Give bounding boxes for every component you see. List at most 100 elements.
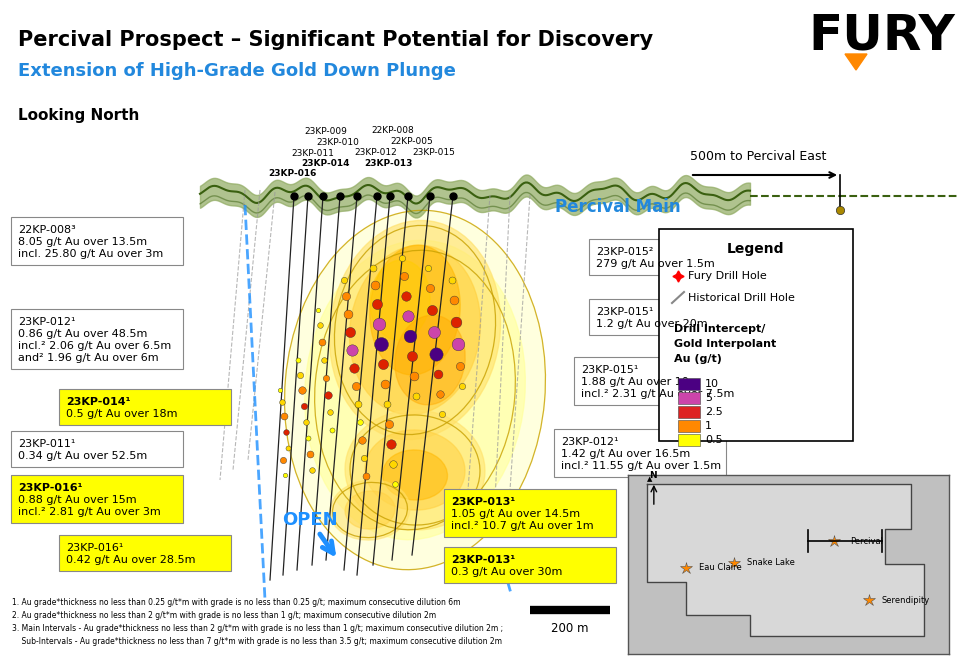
Text: 23KP-012¹: 23KP-012¹ bbox=[561, 437, 619, 447]
Ellipse shape bbox=[345, 491, 395, 529]
FancyBboxPatch shape bbox=[574, 357, 746, 405]
Text: 23KP-013¹: 23KP-013¹ bbox=[451, 497, 515, 507]
FancyBboxPatch shape bbox=[11, 431, 183, 467]
Text: incl.² 2.06 g/t Au over 6.5m: incl.² 2.06 g/t Au over 6.5m bbox=[18, 341, 172, 351]
FancyBboxPatch shape bbox=[589, 239, 761, 275]
Text: 0.34 g/t Au over 52.5m: 0.34 g/t Au over 52.5m bbox=[18, 451, 148, 461]
Text: 8.05 g/t Au over 13.5m: 8.05 g/t Au over 13.5m bbox=[18, 237, 147, 247]
Text: 23KP-012: 23KP-012 bbox=[355, 148, 397, 157]
Bar bbox=[678, 406, 700, 418]
Text: 23KP-013: 23KP-013 bbox=[363, 159, 412, 168]
Text: FURY: FURY bbox=[808, 12, 955, 60]
Text: 0.5 g/t Au over 18m: 0.5 g/t Au over 18m bbox=[66, 409, 177, 419]
FancyBboxPatch shape bbox=[554, 429, 726, 477]
Text: 23KP-011¹: 23KP-011¹ bbox=[18, 439, 76, 449]
Text: 1. Au grade*thickness no less than 0.25 g/t*m with grade is no less than 0.25 g/: 1. Au grade*thickness no less than 0.25 … bbox=[12, 598, 460, 607]
FancyBboxPatch shape bbox=[659, 229, 853, 441]
Bar bbox=[678, 392, 700, 404]
Ellipse shape bbox=[330, 220, 501, 440]
Text: OPEN: OPEN bbox=[282, 511, 338, 553]
FancyBboxPatch shape bbox=[444, 489, 616, 537]
Text: 23KP-010: 23KP-010 bbox=[316, 138, 360, 147]
Text: 23KP-016¹: 23KP-016¹ bbox=[66, 542, 124, 553]
Bar bbox=[678, 434, 700, 446]
Text: 23KP-014: 23KP-014 bbox=[302, 159, 350, 168]
Ellipse shape bbox=[330, 480, 409, 540]
FancyBboxPatch shape bbox=[11, 475, 183, 523]
FancyBboxPatch shape bbox=[59, 389, 231, 425]
Text: 22KP-008: 22KP-008 bbox=[372, 126, 414, 135]
Text: Drill Intercept/: Drill Intercept/ bbox=[674, 324, 765, 334]
Ellipse shape bbox=[285, 210, 546, 570]
Text: 1.2 g/t Au over 20m: 1.2 g/t Au over 20m bbox=[596, 319, 708, 329]
Ellipse shape bbox=[395, 315, 465, 405]
Text: N: N bbox=[649, 471, 657, 480]
Text: 1.88 g/t Au over 10m: 1.88 g/t Au over 10m bbox=[581, 376, 700, 387]
Text: 23KP-013¹: 23KP-013¹ bbox=[451, 555, 515, 565]
FancyBboxPatch shape bbox=[589, 299, 761, 335]
FancyBboxPatch shape bbox=[59, 535, 231, 571]
Text: 10: 10 bbox=[705, 379, 719, 389]
Text: 1.42 g/t Au over 16.5m: 1.42 g/t Au over 16.5m bbox=[561, 449, 690, 459]
Text: Percival Prospect – Significant Potential for Discovery: Percival Prospect – Significant Potentia… bbox=[18, 30, 653, 50]
Text: 1: 1 bbox=[705, 421, 712, 431]
Text: incl.² 10.7 g/t Au over 1m: incl.² 10.7 g/t Au over 1m bbox=[451, 521, 594, 531]
Text: ▲: ▲ bbox=[646, 476, 652, 482]
Text: 23KP-015¹: 23KP-015¹ bbox=[596, 307, 653, 317]
Ellipse shape bbox=[345, 410, 485, 530]
Text: 1.05 g/t Au over 14.5m: 1.05 g/t Au over 14.5m bbox=[451, 509, 580, 519]
Ellipse shape bbox=[305, 240, 526, 540]
Text: incl. 25.80 g/t Au over 3m: incl. 25.80 g/t Au over 3m bbox=[18, 249, 163, 259]
FancyBboxPatch shape bbox=[11, 217, 183, 265]
Text: 0.88 g/t Au over 15m: 0.88 g/t Au over 15m bbox=[18, 495, 136, 505]
Text: 0.5: 0.5 bbox=[705, 435, 723, 445]
Text: and² 1.96 g/t Au over 6m: and² 1.96 g/t Au over 6m bbox=[18, 353, 158, 363]
Text: Percival Main: Percival Main bbox=[555, 198, 681, 216]
Text: Historical Drill Hole: Historical Drill Hole bbox=[688, 293, 795, 303]
Text: 3. Main Intervals - Au grade*thickness no less than 2 g/t*m with grade is no les: 3. Main Intervals - Au grade*thickness n… bbox=[12, 624, 503, 633]
Text: 5: 5 bbox=[705, 393, 712, 403]
Text: 23KP-012¹: 23KP-012¹ bbox=[18, 317, 76, 327]
Text: 2. Au grade*thickness no less than 2 g/t*m with grade is no less than 1 g/t; max: 2. Au grade*thickness no less than 2 g/t… bbox=[12, 611, 436, 620]
Ellipse shape bbox=[383, 450, 448, 500]
Ellipse shape bbox=[349, 245, 480, 414]
Text: 23KP-016: 23KP-016 bbox=[268, 169, 316, 178]
Text: incl.² 2.31 g/t Au over 7.5m: incl.² 2.31 g/t Au over 7.5m bbox=[581, 389, 735, 399]
Text: 500m to Percival East: 500m to Percival East bbox=[690, 150, 827, 163]
Text: 200 m: 200 m bbox=[551, 622, 589, 635]
Text: 23KP-015¹: 23KP-015¹ bbox=[581, 365, 639, 374]
Text: Gold Interpolant: Gold Interpolant bbox=[674, 339, 776, 349]
Text: Percival: Percival bbox=[850, 537, 883, 546]
Text: Au (g/t): Au (g/t) bbox=[674, 354, 722, 364]
Text: 0.86 g/t Au over 48.5m: 0.86 g/t Au over 48.5m bbox=[18, 329, 148, 339]
Text: 23KP-015²: 23KP-015² bbox=[596, 247, 653, 257]
Ellipse shape bbox=[365, 430, 465, 510]
Text: 0.42 g/t Au over 28.5m: 0.42 g/t Au over 28.5m bbox=[66, 555, 196, 565]
Text: Sub-Intervals - Au grade*thickness no less than 7 g/t*m with grade is no less th: Sub-Intervals - Au grade*thickness no le… bbox=[12, 637, 502, 646]
Text: 22KP-005: 22KP-005 bbox=[390, 137, 433, 146]
Polygon shape bbox=[845, 54, 867, 70]
Text: incl.² 2.81 g/t Au over 3m: incl.² 2.81 g/t Au over 3m bbox=[18, 507, 161, 517]
Text: Legend: Legend bbox=[727, 242, 784, 256]
FancyBboxPatch shape bbox=[11, 309, 183, 369]
Text: 2.5: 2.5 bbox=[705, 407, 723, 417]
Bar bbox=[678, 378, 700, 390]
Ellipse shape bbox=[370, 260, 430, 340]
Text: 22KP-008³: 22KP-008³ bbox=[18, 225, 76, 235]
FancyBboxPatch shape bbox=[444, 547, 616, 583]
Text: incl.² 11.55 g/t Au over 1.5m: incl.² 11.55 g/t Au over 1.5m bbox=[561, 461, 721, 471]
Bar bbox=[678, 420, 700, 432]
Text: Fury Drill Hole: Fury Drill Hole bbox=[688, 271, 767, 281]
Text: Snake Lake: Snake Lake bbox=[747, 558, 795, 567]
Text: Eau Claire: Eau Claire bbox=[699, 564, 741, 572]
Text: 23KP-015: 23KP-015 bbox=[412, 148, 456, 157]
Text: 279 g/t Au over 1.5m: 279 g/t Au over 1.5m bbox=[596, 259, 714, 269]
Text: Looking North: Looking North bbox=[18, 108, 139, 123]
Polygon shape bbox=[647, 483, 924, 636]
Text: 23KP-016¹: 23KP-016¹ bbox=[18, 483, 82, 493]
Text: 0.3 g/t Au over 30m: 0.3 g/t Au over 30m bbox=[451, 567, 562, 577]
Text: 23KP-009: 23KP-009 bbox=[305, 127, 347, 136]
Text: Serendipity: Serendipity bbox=[882, 596, 930, 605]
Text: 23KP-014¹: 23KP-014¹ bbox=[66, 397, 130, 407]
Text: Extension of High-Grade Gold Down Plunge: Extension of High-Grade Gold Down Plunge bbox=[18, 62, 456, 80]
